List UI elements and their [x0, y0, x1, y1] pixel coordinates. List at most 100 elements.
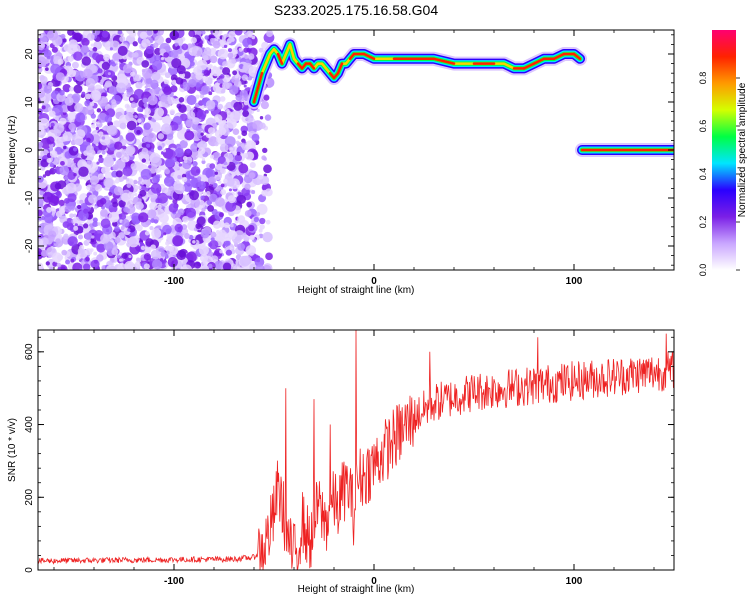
noise-speckle	[78, 234, 84, 240]
noise-speckle	[205, 99, 216, 110]
noise-speckle	[69, 86, 74, 92]
noise-speckle	[167, 245, 174, 252]
noise-speckle	[139, 189, 147, 197]
colorbar-ticks: 0.0 0.2 0.4 0.6 0.8	[698, 72, 740, 277]
noise-speckle	[73, 84, 83, 94]
noise-speckle	[115, 82, 127, 94]
noise-speckle	[120, 226, 125, 231]
track-0-hot-segment	[362, 52, 376, 61]
noise-speckle	[259, 217, 266, 225]
noise-speckle	[64, 96, 74, 106]
noise-speckle	[163, 176, 175, 187]
noise-speckle	[96, 108, 102, 113]
snr-x-tick-label: 0	[371, 576, 377, 587]
noise-speckle	[103, 53, 111, 61]
noise-speckle	[77, 204, 82, 210]
snr-series-line	[38, 330, 674, 570]
noise-speckle	[160, 123, 172, 135]
noise-speckle	[249, 263, 258, 270]
noise-speckle	[83, 208, 89, 214]
noise-speckle	[144, 85, 148, 89]
noise-speckle	[108, 86, 118, 95]
noise-speckle	[174, 183, 185, 195]
noise-speckle	[80, 45, 89, 54]
noise-speckle	[84, 232, 93, 241]
noise-speckle	[160, 251, 167, 257]
noise-speckle	[96, 243, 106, 253]
noise-speckle	[40, 159, 49, 168]
noise-speckle	[130, 81, 135, 85]
noise-speckle	[62, 131, 73, 142]
noise-speckle	[114, 141, 123, 150]
noise-speckle	[177, 49, 183, 55]
noise-speckle	[231, 58, 237, 64]
noise-speckle	[212, 40, 221, 49]
noise-speckle	[49, 162, 55, 168]
noise-speckle	[151, 156, 162, 168]
noise-speckle	[196, 109, 207, 120]
noise-speckle	[41, 62, 46, 68]
colorbar-tick-label: 0.0	[698, 264, 708, 277]
noise-speckle	[65, 259, 71, 265]
track-0-hot-segment	[276, 52, 284, 65]
noise-speckle	[45, 67, 49, 72]
noise-speckle	[214, 171, 219, 175]
noise-speckle	[172, 235, 184, 247]
noise-speckle	[85, 248, 93, 256]
noise-speckle	[259, 122, 266, 129]
noise-speckle	[142, 97, 149, 104]
noise-speckle	[93, 251, 98, 256]
noise-speckle	[242, 110, 249, 117]
noise-speckle	[65, 182, 77, 194]
noise-speckle	[163, 52, 169, 58]
noise-speckle	[215, 163, 223, 171]
noise-speckle	[245, 245, 257, 256]
noise-speckle	[205, 168, 216, 179]
noise-speckle	[150, 244, 156, 250]
noise-speckle	[112, 201, 119, 208]
noise-speckle	[145, 45, 154, 55]
noise-speckle	[241, 130, 248, 137]
noise-speckle	[60, 160, 65, 166]
noise-speckle	[244, 210, 252, 217]
noise-speckle	[119, 258, 123, 262]
noise-speckle	[38, 209, 43, 217]
noise-speckle	[97, 173, 105, 180]
noise-speckle	[100, 233, 110, 244]
noise-speckle	[150, 79, 159, 89]
noise-speckle	[214, 141, 219, 147]
noise-speckle	[151, 259, 163, 270]
noise-speckle	[177, 175, 182, 180]
noise-speckle	[62, 38, 67, 43]
noise-speckle	[141, 147, 149, 155]
noise-speckle	[133, 179, 138, 184]
noise-speckle	[130, 102, 137, 109]
noise-speckle	[182, 182, 193, 193]
noise-speckle	[202, 75, 209, 82]
noise-speckle	[101, 136, 106, 140]
noise-speckle	[224, 240, 230, 247]
snr-y-tick-label: 600	[24, 343, 35, 360]
noise-speckle	[53, 169, 58, 173]
noise-speckle	[192, 156, 197, 161]
noise-speckle	[263, 94, 270, 101]
noise-speckle	[141, 142, 147, 148]
noise-speckle	[225, 200, 237, 212]
noise-speckle	[164, 168, 171, 175]
noise-speckle	[157, 204, 162, 210]
track-0-hot-segment	[308, 62, 316, 70]
noise-speckle	[101, 30, 109, 38]
noise-speckle	[131, 212, 141, 222]
noise-speckle	[143, 114, 147, 118]
noise-speckle	[160, 95, 168, 103]
noise-speckle	[117, 45, 128, 56]
noise-speckle	[125, 112, 134, 122]
noise-speckle	[134, 223, 141, 230]
noise-speckle	[49, 110, 56, 117]
noise-speckle	[252, 120, 264, 131]
noise-speckle	[121, 192, 131, 202]
noise-speckle	[183, 159, 188, 164]
noise-speckle	[90, 113, 96, 119]
noise-speckle	[141, 158, 147, 163]
spectrogram-y-tick-label: 10	[24, 96, 35, 108]
